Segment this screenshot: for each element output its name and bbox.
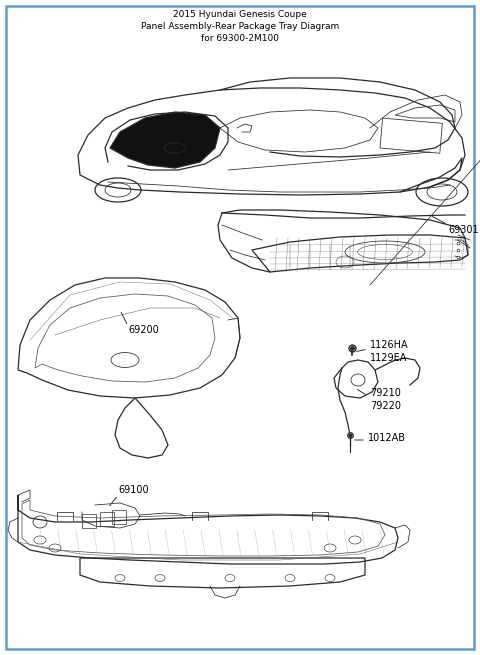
Text: 79210: 79210: [370, 388, 401, 398]
Text: 69301: 69301: [448, 225, 479, 235]
Polygon shape: [110, 112, 220, 168]
Text: 2015 Hyundai Genesis Coupe
Panel Assembly-Rear Package Tray Diagram
for 69300-2M: 2015 Hyundai Genesis Coupe Panel Assembl…: [141, 10, 339, 43]
Bar: [112, 510, 126, 524]
Text: 69200: 69200: [128, 325, 159, 335]
Bar: [380, 118, 443, 153]
Text: 1012AB: 1012AB: [368, 433, 406, 443]
Text: 1129EA: 1129EA: [370, 353, 408, 363]
Text: 69100: 69100: [118, 485, 149, 495]
Bar: [100, 512, 114, 526]
Text: 1126HA: 1126HA: [370, 340, 408, 350]
Text: 79220: 79220: [370, 401, 401, 411]
Bar: [82, 514, 96, 528]
